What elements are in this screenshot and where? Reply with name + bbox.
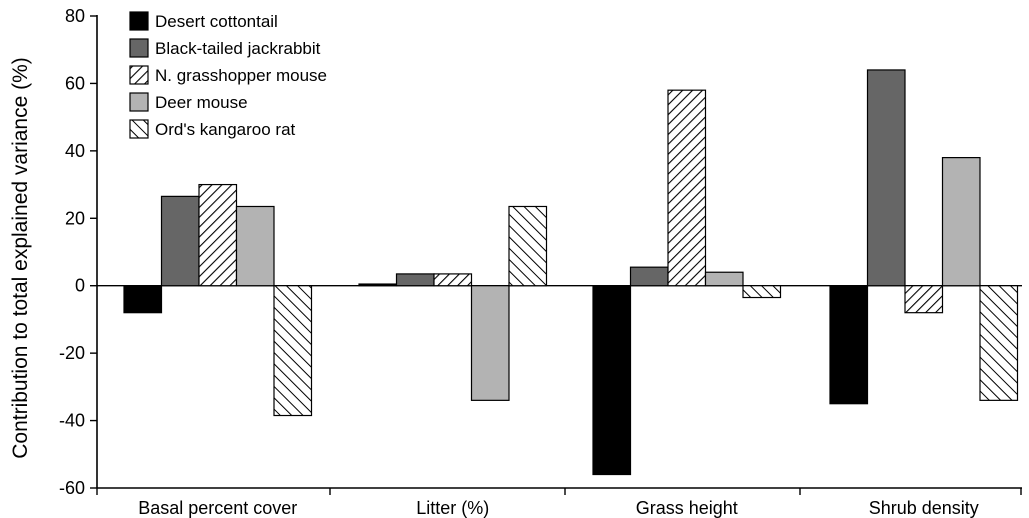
y-tick-label: 0 (75, 276, 85, 296)
bars (123, 69, 1019, 476)
bar-0-3 (829, 285, 869, 405)
y-tick-label: 80 (65, 6, 85, 26)
x-tick-label: Basal percent cover (138, 498, 297, 518)
bar-3-3 (941, 157, 981, 287)
legend-label: Desert cottontail (155, 12, 278, 31)
bar-3-1 (470, 285, 510, 401)
bar-2-2 (667, 89, 707, 287)
legend-label: Ord's kangaroo rat (155, 120, 296, 139)
y-axis-title: Contribution to total explained variance… (9, 57, 32, 459)
legend-swatch (129, 119, 149, 139)
y-tick-label: 40 (65, 141, 85, 161)
y-tick-label: -40 (59, 411, 85, 431)
x-tick-label: Shrub density (869, 498, 979, 518)
bar-2-0 (198, 183, 238, 287)
y-tick-label: -20 (59, 343, 85, 363)
bar-1-1 (395, 273, 435, 287)
legend-label: Black-tailed jackrabbit (155, 39, 321, 58)
bar-3-0 (235, 205, 275, 287)
bar-0-0 (123, 285, 163, 314)
bar-2-1 (433, 273, 473, 287)
bar-4-1 (508, 205, 548, 287)
bar-4-3 (979, 285, 1019, 401)
bar-4-0 (273, 285, 313, 417)
ticks: -60 -40 -20 0 20 40 60 80 Basal percent cover Lit… (59, 6, 1022, 518)
legend-swatch (129, 92, 149, 112)
bar-3-2 (704, 271, 744, 287)
bar-1-2 (629, 266, 669, 287)
legend-swatch (129, 38, 149, 58)
legend-swatch (129, 65, 149, 85)
bar-0-1 (358, 283, 398, 287)
y-tick-label: 60 (65, 73, 85, 93)
legend-swatch (129, 11, 149, 31)
bar-2-3 (904, 285, 944, 314)
bar-1-0 (160, 195, 200, 287)
bar-1-3 (866, 69, 906, 287)
legend: Desert cottontail Black-tailed jackrabbit… (129, 11, 327, 139)
x-tick-label: Grass height (636, 498, 738, 518)
x-tick-label: Litter (%) (416, 498, 489, 518)
bar-4-2 (742, 285, 782, 299)
y-tick-label: 20 (65, 208, 85, 228)
legend-label: N. grasshopper mouse (155, 66, 327, 85)
y-tick-label: -60 (59, 478, 85, 498)
legend-label: Deer mouse (155, 93, 248, 112)
bar-0-2 (592, 285, 632, 476)
